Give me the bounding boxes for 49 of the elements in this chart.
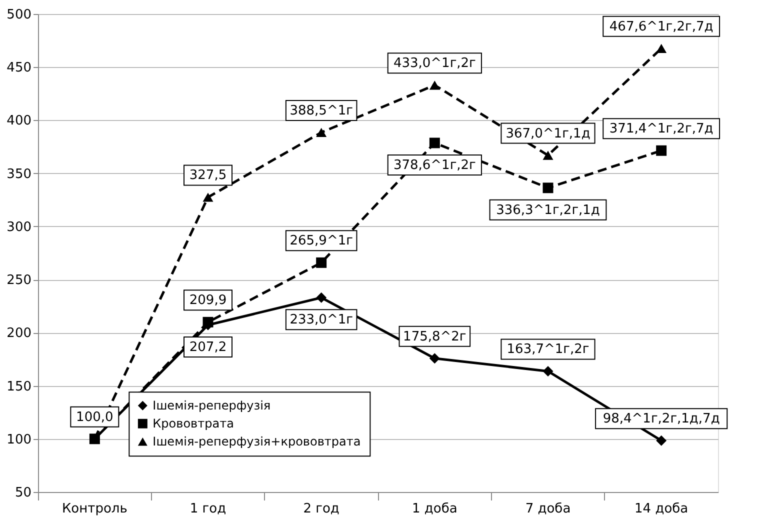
x-tick-label: Контроль: [62, 502, 128, 516]
point: [316, 292, 327, 303]
data-label: 265,9^1г: [290, 234, 354, 249]
x-tick-label: 1 год: [190, 502, 226, 516]
y-tick-label: 300: [6, 220, 32, 235]
point: [202, 316, 214, 328]
data-label: 378,6^1г,2г: [393, 158, 476, 173]
y-tick-label: 150: [6, 379, 32, 394]
point: [656, 435, 667, 446]
data-label: 233,0^1г: [290, 312, 354, 328]
point: [542, 182, 554, 194]
data-label: 175,8^2г: [403, 329, 466, 344]
point: [429, 80, 440, 90]
data-label: 207,2: [189, 340, 227, 356]
data-label: 336,3^1г,2г,1д: [496, 202, 600, 218]
y-tick-label: 250: [6, 273, 32, 288]
y-tick-label: 200: [6, 326, 32, 342]
point: [656, 145, 667, 156]
y-tick-label: 350: [6, 166, 32, 182]
data-label: 367,0^1г,1д: [506, 126, 590, 142]
data-label: 327,5: [189, 168, 227, 184]
data-label: 163,7^1г,2г: [506, 342, 590, 358]
point: [429, 353, 440, 364]
data-label: 467,6^1г,2г,7д: [609, 19, 714, 34]
x-tick-label: 2 год: [303, 502, 340, 516]
point: [429, 138, 440, 148]
data-label: 433,0^1г,2г: [393, 56, 476, 72]
point: [656, 44, 667, 53]
y-tick-label: 50: [14, 486, 32, 500]
legend-label: Крововтрата: [152, 416, 234, 431]
x-tick-label: 7 доба: [525, 502, 571, 516]
data-label: 98,4^1г,2г,1д,7д: [602, 412, 720, 427]
legend-label: Ішемія-реперфузія+крововтрата: [152, 434, 361, 449]
y-tick-label: 400: [6, 114, 32, 129]
point: [316, 257, 327, 268]
y-tick-label: 100: [6, 432, 32, 448]
data-label: 100,0: [76, 410, 114, 425]
point: [542, 366, 554, 376]
point: [542, 150, 554, 160]
y-tick-label: 450: [6, 60, 32, 76]
point: [202, 192, 214, 202]
data-label: 209,9: [189, 293, 227, 308]
x-tick-label: 1 доба: [412, 502, 458, 516]
legend-label: Ішемія-реперфузія: [152, 398, 271, 413]
data-label: 388,5^1г: [290, 103, 354, 118]
y-tick-label: 500: [6, 8, 32, 22]
data-label: 371,4^1г,2г,7д: [609, 122, 714, 137]
x-tick-label: 14 доба: [634, 502, 688, 516]
point: [316, 128, 327, 137]
